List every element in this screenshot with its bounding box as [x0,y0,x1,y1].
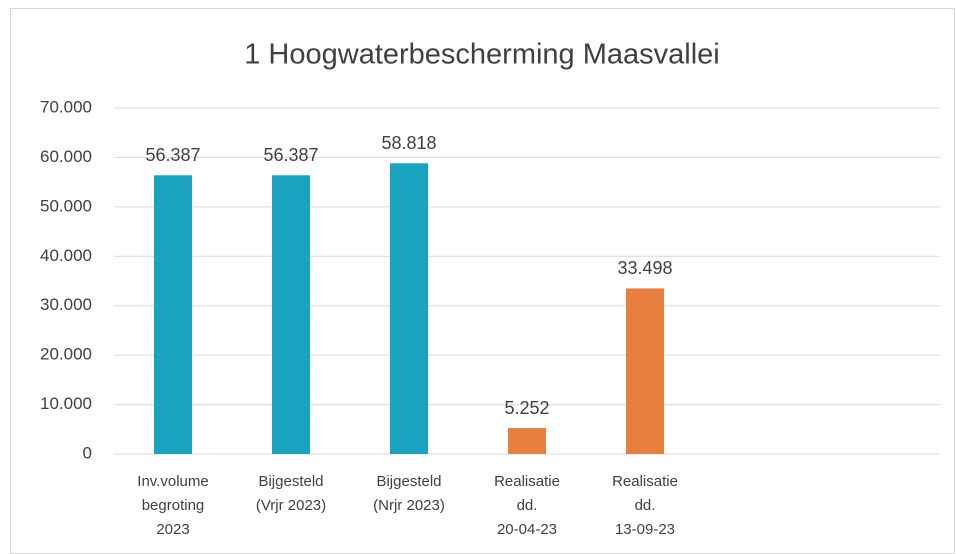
chart-title: 1 Hoogwaterbescherming Maasvallei [244,39,720,71]
data-label: 33.498 [617,258,672,278]
y-tick-label: 10.000 [40,394,92,413]
chart-border [10,8,955,554]
x-tick-label: Bijgesteld (Vrjr 2023) [256,473,326,514]
y-tick-label: 40.000 [40,246,92,265]
y-tick-label: 0 [83,443,92,462]
y-tick-label: 20.000 [40,345,92,364]
y-tick-label: 70.000 [40,97,92,116]
bar [154,175,192,454]
data-label: 56.387 [263,145,318,165]
bar [626,288,664,454]
data-label: 56.387 [145,145,200,165]
y-tick-label: 30.000 [40,295,92,314]
y-tick-label: 50.000 [40,196,92,215]
x-tick-label: Realisatie dd. 20-04-23 [494,473,560,538]
x-tick-label: Inv.volume begroting 2023 [137,473,208,538]
bar [508,428,546,454]
x-tick-label: Realisatie dd. 13-09-23 [612,473,678,538]
bar [272,175,310,454]
x-tick-label: Bijgesteld (Nrjr 2023) [373,473,445,514]
bar [390,163,428,454]
data-label: 5.252 [504,398,549,418]
y-tick-label: 60.000 [40,147,92,166]
data-label: 58.818 [381,133,436,153]
